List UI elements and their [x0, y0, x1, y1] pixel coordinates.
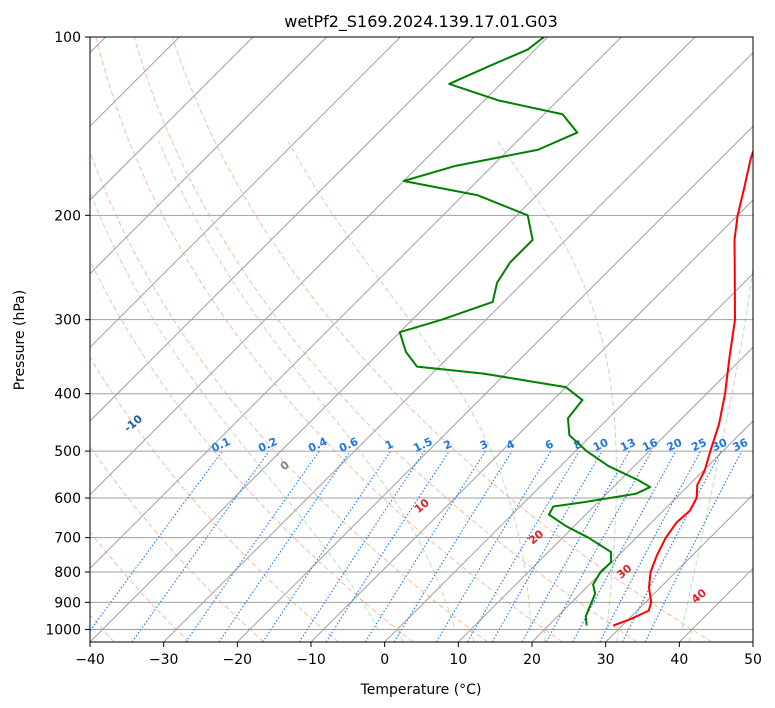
- moist-adiabat-label: 30: [614, 562, 634, 582]
- isotherm: [310, 199, 753, 642]
- chart-title: wetPf2_S169.2024.139.17.01.G03: [284, 12, 558, 32]
- isotherm: [457, 346, 753, 642]
- mixing-ratio-label: 0.2: [256, 435, 279, 455]
- moist-adiabat: [90, 190, 404, 642]
- y-tick-label: 500: [54, 444, 81, 460]
- y-tick-label: 100: [54, 30, 81, 46]
- mixing-ratio-label: 16: [640, 436, 660, 454]
- mixing-ratio-line: [521, 450, 630, 642]
- mixing-ratio-label: 6: [543, 437, 556, 452]
- x-tick-label: 0: [380, 652, 389, 668]
- mixing-ratio-label: 4: [504, 437, 517, 452]
- dry-adiabat-label: -10: [121, 412, 145, 435]
- y-tick-label: 1000: [45, 622, 81, 638]
- isotherm: [90, 37, 401, 349]
- x-tick-label: 10: [449, 652, 467, 668]
- dewpoint-profile: [398, 37, 652, 626]
- isotherm: [90, 37, 549, 496]
- isotherm: [90, 37, 328, 275]
- dry-adiabat: [90, 259, 414, 642]
- mixing-ratio-label: 20: [665, 436, 685, 454]
- mixing-ratio-label: 0.4: [306, 435, 329, 455]
- dry-adiabat: [90, 445, 264, 642]
- moist-adiabat: [158, 141, 475, 642]
- y-tick-label: 800: [54, 565, 81, 581]
- y-tick-label: 900: [54, 595, 81, 611]
- mixing-ratio-line: [599, 450, 702, 642]
- dry-adiabat: [171, 37, 712, 642]
- y-tick-label: 200: [54, 208, 81, 224]
- plot-frame: [89, 36, 754, 643]
- isotherm: [605, 493, 753, 642]
- isotherm: [90, 37, 475, 422]
- x-tick-label: −40: [75, 652, 105, 668]
- x-tick-label: −30: [149, 652, 179, 668]
- plot-area: 0.10.20.40.611.52346810131620253036-100-…: [90, 37, 753, 642]
- dry-adiabat: [133, 37, 638, 642]
- mixing-ratio-label: 13: [618, 436, 637, 454]
- mixing-ratio-line: [90, 450, 223, 632]
- mixing-ratio-label: 36: [731, 436, 751, 454]
- x-tick-label: 50: [744, 652, 762, 668]
- mixing-ratio-label: 0.6: [337, 435, 360, 455]
- y-tick-label: 300: [54, 313, 81, 329]
- x-tick-label: 20: [523, 652, 541, 668]
- moist-adiabat-label: 0: [278, 458, 292, 473]
- mixing-ratio-line: [435, 450, 552, 642]
- isotherm: [236, 125, 753, 642]
- y-tick-label: 600: [54, 491, 81, 507]
- isotherm: [531, 420, 753, 642]
- dry-adiabat: [90, 356, 339, 642]
- isotherm: [752, 641, 753, 642]
- mixing-ratio-label: 25: [689, 436, 708, 454]
- dry-adiabat: [90, 150, 488, 642]
- moist-adiabat: [681, 264, 753, 642]
- axis-ticks: −40 −30 −20 −10 0 10 20 30 40 5010009008007006005…: [45, 30, 762, 668]
- isotherm: [90, 37, 696, 642]
- mixing-ratio-line: [131, 450, 270, 642]
- moist-adiabat-label: 10: [412, 496, 432, 516]
- temperature-profile: [612, 149, 753, 627]
- x-tick-label: 30: [597, 652, 615, 668]
- mixing-ratio-line: [644, 450, 743, 642]
- moist-adiabat: [287, 141, 546, 642]
- mixing-ratio-line: [218, 450, 351, 642]
- mixing-ratio-label: 1.5: [411, 435, 434, 455]
- dry-adiabat: [95, 37, 563, 642]
- y-tick-label: 700: [54, 531, 81, 547]
- mixing-ratio-line: [467, 450, 580, 642]
- isotherm: [90, 37, 254, 201]
- x-axis-label: Temperature (°C): [360, 682, 482, 698]
- mixing-ratio-label: 1: [383, 437, 395, 452]
- mixing-ratio-line: [393, 450, 513, 642]
- y-axis-label: Pressure (hPa): [12, 290, 28, 390]
- mixing-ratio-line: [364, 450, 486, 642]
- mixing-ratio-line: [298, 450, 425, 642]
- x-tick-label: −10: [296, 652, 326, 668]
- isotherm: [90, 37, 622, 570]
- moist-adiabat-label: 20: [526, 527, 546, 547]
- mixing-ratio-line: [572, 450, 677, 642]
- mixing-ratio-line: [185, 450, 320, 642]
- mixing-ratio-line: [262, 450, 392, 642]
- mixing-ratio-line: [621, 450, 722, 642]
- x-tick-label: 40: [670, 652, 688, 668]
- moist-adiabat: [497, 141, 619, 642]
- moist-adiabat-label: 40: [689, 586, 709, 606]
- y-tick-label: 400: [54, 387, 81, 403]
- isotherm: [163, 51, 753, 642]
- mixing-ratio-line: [325, 450, 450, 642]
- mixing-ratio-label: 10: [591, 436, 611, 454]
- isotherm: [678, 567, 753, 642]
- x-tick-label: −20: [223, 652, 253, 668]
- mixing-ratio-label: 2: [442, 437, 454, 452]
- dry-adiabat: [90, 531, 190, 642]
- mixing-ratio-label: 0.1: [209, 435, 232, 455]
- isotherm: [384, 272, 753, 642]
